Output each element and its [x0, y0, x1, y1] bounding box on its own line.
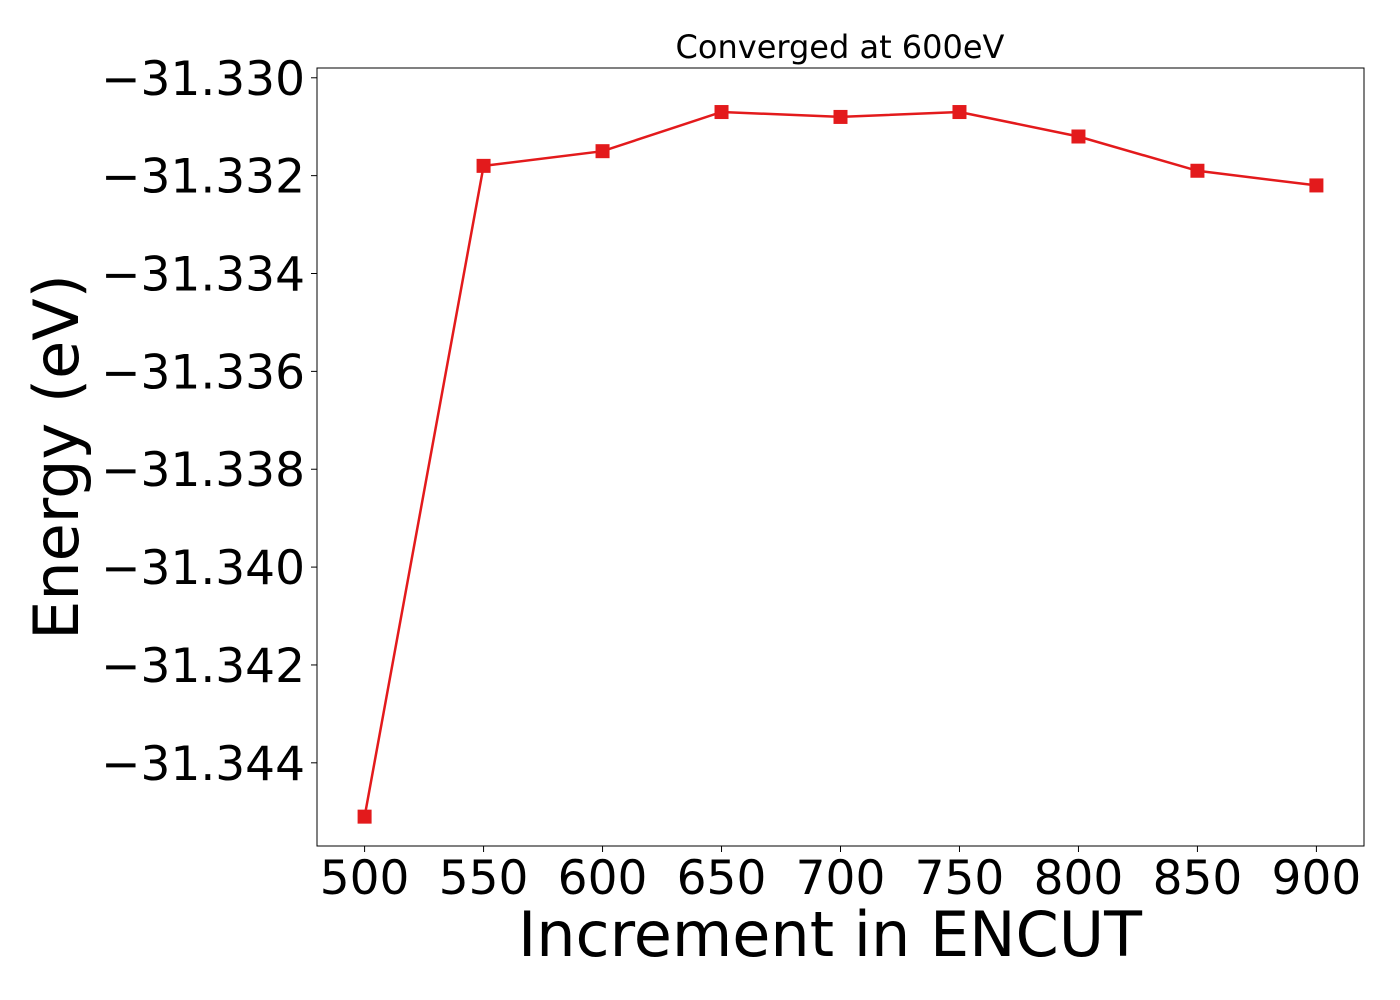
x-tick-label: 700: [796, 851, 886, 906]
plot-frame: [316, 67, 1365, 847]
data-point-marker: [1309, 178, 1324, 193]
data-point-marker: [357, 809, 372, 824]
x-tick-label: 850: [1153, 851, 1243, 906]
data-point-marker: [595, 144, 610, 159]
series-markers: [357, 105, 1324, 824]
data-point-marker: [1071, 129, 1086, 144]
data-point-marker: [952, 105, 967, 120]
y-tick-label: −31.336: [101, 345, 305, 400]
plot-area: 500 550 600 650 700 750 800 850 900 −31.330−31.3…: [101, 52, 1365, 906]
y-tick-label: −31.330: [101, 52, 305, 107]
x-tick-label: 600: [558, 851, 648, 906]
x-tick-label: 800: [1034, 851, 1124, 906]
y-tick-label: −31.340: [101, 541, 305, 596]
y-tick-label: −31.338: [101, 443, 305, 498]
y-tick-label: −31.334: [101, 248, 305, 303]
y-tick-label: −31.342: [101, 639, 305, 694]
x-tick-label: 900: [1272, 851, 1362, 906]
series-line: [363, 110, 1317, 817]
y-tick-label: −31.332: [101, 150, 305, 205]
x-tick-label: 650: [677, 851, 767, 906]
chart-title: Converged at 600eV: [676, 28, 1005, 66]
x-tick-label: 550: [439, 851, 529, 906]
data-point-marker: [1190, 163, 1205, 178]
y-axis-ticks: −31.330 −31.332 −31.334 −31.336 −31.338 −31.3…: [101, 52, 317, 792]
data-point-marker: [714, 105, 729, 120]
data-point-marker: [476, 158, 491, 173]
y-tick-label: −31.344: [101, 737, 305, 792]
y-axis-title: Energy (eV): [20, 274, 93, 640]
data-point-marker: [833, 109, 848, 124]
x-tick-label: 750: [915, 851, 1005, 906]
x-axis-ticks: 500 550 600 650 700 750 800 850 900: [320, 846, 1362, 906]
x-axis-title: Increment in ENCUT: [518, 898, 1143, 971]
x-tick-label: 500: [320, 851, 410, 906]
